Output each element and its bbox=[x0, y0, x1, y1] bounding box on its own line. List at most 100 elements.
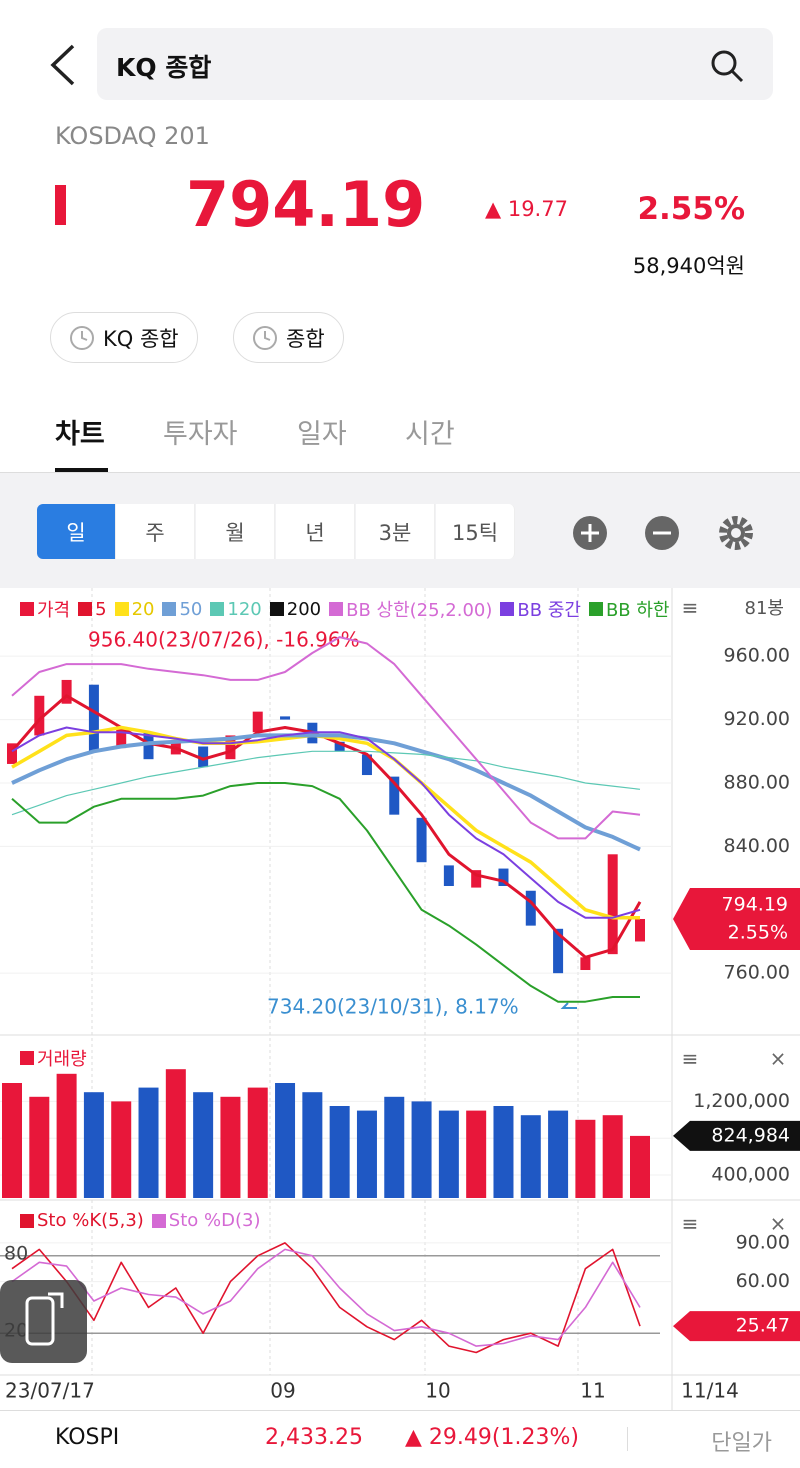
legend-item: 50 bbox=[162, 596, 202, 622]
close-icon[interactable]: × bbox=[770, 1212, 787, 1236]
volume-box bbox=[673, 1120, 800, 1151]
y-tick-label: 400,000 bbox=[711, 1164, 790, 1186]
candle bbox=[334, 741, 345, 752]
legend-item: BB 하한 bbox=[588, 596, 670, 622]
candle bbox=[471, 870, 482, 888]
menu-icon[interactable]: ≡ bbox=[682, 596, 699, 620]
legend-swatch bbox=[114, 602, 129, 616]
ma-line bbox=[11, 636, 641, 840]
candle bbox=[635, 918, 645, 942]
zoom-out[interactable] bbox=[645, 516, 679, 550]
legend-text: 5 bbox=[95, 598, 107, 620]
y-tick-label: 1,200,000 bbox=[693, 1090, 790, 1112]
pill-text: 종합 bbox=[286, 326, 325, 351]
x-label: 09 bbox=[270, 1379, 295, 1403]
y-tick-label: 760.00 bbox=[724, 962, 790, 984]
period-button[interactable]: 월 bbox=[196, 504, 275, 559]
footer: KOSPI 2,433.25 ▲ 29.49(1.23%) 단일가 bbox=[0, 1410, 800, 1468]
candle bbox=[498, 868, 509, 886]
candle bbox=[7, 743, 17, 764]
trade-value: 58,940억원 bbox=[632, 254, 745, 278]
candle bbox=[34, 695, 45, 736]
volume-bar bbox=[56, 1073, 77, 1198]
legend-text: BB 하한 bbox=[605, 600, 670, 621]
search-icon[interactable] bbox=[709, 48, 745, 84]
legend-text: Sto %D(3) bbox=[168, 1210, 261, 1231]
close-icon[interactable]: × bbox=[770, 1047, 787, 1071]
footer-session: 단일가 bbox=[711, 1431, 772, 1456]
candle bbox=[88, 684, 99, 752]
tab[interactable]: 차트 bbox=[55, 419, 105, 450]
legend-text: 가격 bbox=[37, 600, 71, 621]
period-button[interactable]: 주 bbox=[116, 504, 195, 559]
candle bbox=[252, 711, 263, 733]
legend-item: 5 bbox=[78, 596, 107, 622]
volume-bar bbox=[302, 1092, 323, 1198]
x-label: 11/14 bbox=[681, 1379, 739, 1403]
settings[interactable] bbox=[719, 516, 753, 550]
candle bbox=[553, 928, 564, 974]
volume-bar bbox=[520, 1115, 541, 1198]
volume-bar bbox=[384, 1096, 405, 1198]
related-pill[interactable]: KQ 종합 bbox=[50, 312, 198, 363]
period-button[interactable]: 년 bbox=[276, 504, 355, 559]
change-value: 19.77 bbox=[507, 197, 568, 221]
ma-line bbox=[11, 725, 640, 920]
candle bbox=[225, 735, 236, 760]
volume-bar bbox=[220, 1096, 241, 1198]
chart: 81봉 ≡ ≡ × ≡ × 23/07/17 09 10 11 11/14 95… bbox=[0, 588, 800, 1410]
volume-bar bbox=[2, 1083, 22, 1198]
footer-change-value: 29.49(1.23%) bbox=[428, 1425, 579, 1450]
legend-swatch bbox=[500, 602, 515, 616]
tab[interactable]: 일자 bbox=[297, 419, 347, 450]
menu-icon[interactable]: ≡ bbox=[682, 1047, 699, 1071]
menu-icon[interactable]: ≡ bbox=[682, 1212, 699, 1236]
legend-text: 20 bbox=[131, 598, 155, 620]
ma-line bbox=[11, 726, 641, 919]
tab[interactable]: 투자자 bbox=[163, 419, 238, 450]
tab[interactable]: 시간 bbox=[405, 419, 455, 450]
period-button[interactable]: 일 bbox=[37, 504, 116, 559]
legend-item: 20 bbox=[114, 596, 155, 622]
tab-underline bbox=[55, 468, 108, 472]
annotation-low: 734.20(23/10/31), 8.17% bbox=[267, 995, 519, 1019]
price-bar bbox=[55, 185, 66, 225]
legend-item: 거래량 bbox=[20, 1045, 87, 1071]
back-button[interactable] bbox=[45, 42, 79, 88]
volume-bar bbox=[411, 1101, 432, 1198]
y-tick-label: 880.00 bbox=[724, 771, 790, 793]
volume-bar bbox=[630, 1135, 650, 1198]
y-tick-label: 90.00 bbox=[736, 1231, 790, 1253]
search-text: KQ 종합 bbox=[116, 53, 212, 82]
search-box[interactable]: KQ 종합 bbox=[97, 28, 773, 100]
legend-item: 200 bbox=[269, 596, 321, 622]
volume-bar bbox=[193, 1092, 214, 1198]
volume-bar bbox=[165, 1069, 186, 1198]
candle bbox=[61, 679, 72, 704]
period-button[interactable]: 15틱 bbox=[436, 504, 515, 559]
period-button[interactable]: 3분 bbox=[356, 504, 435, 559]
legend: 거래량 bbox=[20, 1045, 670, 1071]
ma-line bbox=[11, 782, 640, 1003]
legend-item: Sto %K(5,3) bbox=[20, 1210, 144, 1231]
footer-index: KOSPI bbox=[55, 1425, 120, 1450]
volume-bar bbox=[602, 1115, 623, 1198]
date-grid bbox=[91, 588, 579, 1375]
related-pill[interactable]: 종합 bbox=[233, 312, 344, 363]
volume-bar bbox=[138, 1087, 159, 1198]
toolbar: 일 주 월 년 3분 15틱 bbox=[0, 472, 800, 588]
legend-item: BB 중간 bbox=[500, 596, 581, 622]
volume-bar bbox=[575, 1119, 596, 1198]
candle bbox=[389, 776, 400, 815]
rotate-button[interactable] bbox=[0, 1280, 87, 1363]
legend-swatch bbox=[329, 602, 344, 616]
candle bbox=[416, 817, 427, 863]
legend-item: 120 bbox=[210, 596, 262, 622]
price-box-value: 794.19 bbox=[722, 893, 788, 915]
footer-change: ▲ 29.49(1.23%) bbox=[405, 1425, 579, 1450]
volume-bar bbox=[29, 1096, 50, 1198]
zoom-in[interactable] bbox=[573, 516, 607, 550]
legend-text: BB 상한(25,2.00) bbox=[346, 600, 493, 621]
candle bbox=[280, 716, 291, 720]
